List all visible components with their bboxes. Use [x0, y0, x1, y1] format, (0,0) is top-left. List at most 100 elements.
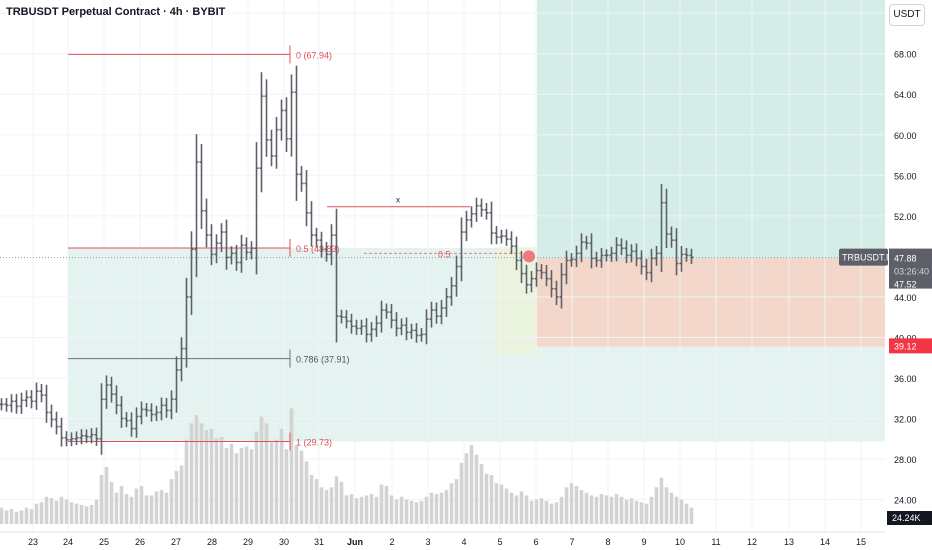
- ohlc-bar: [194, 134, 199, 278]
- chart-title: TRBUSDT Perpetual Contract · 4h · BYBIT: [6, 6, 226, 18]
- ohlc-bar: [244, 237, 249, 261]
- volume-bar: [654, 487, 659, 524]
- price-tick-label: 68.00: [894, 50, 917, 60]
- volume-bar: [539, 498, 544, 524]
- ohlc-bar: [464, 210, 469, 242]
- volume-bar: [359, 496, 364, 524]
- price-tick-label: 44.00: [894, 293, 917, 303]
- ohlc-bar: [639, 250, 644, 275]
- level-label: 0.5: [438, 249, 451, 259]
- currency-button[interactable]: USDT: [889, 4, 925, 26]
- price-tick-label: 24.00: [894, 496, 917, 506]
- ohlc-bar: [139, 401, 144, 425]
- volume-bar: [344, 495, 349, 524]
- volume-bar: [594, 496, 599, 524]
- ohlc-bar: [514, 236, 519, 271]
- volume-bar: [374, 496, 379, 524]
- volume-bar: [484, 473, 489, 524]
- fib-level-label: 0.786 (37.91): [296, 355, 350, 365]
- ohlc-bar: [224, 219, 229, 270]
- ohlc-bar: [374, 315, 379, 337]
- ohlc-bar: [494, 225, 499, 245]
- volume-bar: [309, 475, 314, 524]
- ohlc-bar: [659, 183, 664, 273]
- volume-bar: [189, 423, 194, 524]
- ohlc-bar: [124, 411, 129, 428]
- time-tick-label: 9: [641, 537, 646, 547]
- symbol-tag: [839, 248, 888, 266]
- volume-bar: [89, 504, 94, 524]
- volume-bar: [304, 461, 309, 524]
- volume-bar: [494, 483, 499, 524]
- volume-bar: [334, 476, 339, 524]
- ohlc-bar: [644, 258, 649, 281]
- volume-bar: [94, 499, 99, 524]
- entry-marker[interactable]: [523, 250, 535, 263]
- time-tick-label: 2: [389, 537, 394, 547]
- ohlc-bar: [369, 321, 374, 342]
- ohlc-bar: [69, 432, 74, 447]
- volume-bar: [504, 488, 509, 524]
- volume-bar: [239, 447, 244, 524]
- volume-bar: [514, 495, 519, 524]
- ohlc-bar: [104, 375, 109, 409]
- volume-bar: [294, 445, 299, 524]
- symbol-tag-label: TRBUSDT.P: [842, 253, 892, 263]
- volume-bar: [124, 494, 129, 524]
- ohlc-bar: [394, 312, 399, 337]
- volume-bar: [584, 492, 589, 524]
- ohlc-bar: [674, 228, 679, 276]
- volume-bar: [219, 436, 224, 524]
- ohlc-bar: [379, 300, 384, 333]
- volume-bar: [109, 481, 114, 524]
- ohlc-bar: [54, 411, 59, 435]
- volume-bar: [209, 428, 214, 524]
- volume-bar: [264, 423, 269, 524]
- ohlc-bar: [169, 390, 174, 420]
- volume-bar: [319, 487, 324, 524]
- volume-bar: [564, 487, 569, 524]
- volume-bar: [169, 479, 174, 524]
- volume-bar: [599, 494, 604, 524]
- volume-bar: [549, 503, 554, 524]
- volume-bar: [144, 495, 149, 524]
- ohlc-bar: [669, 226, 674, 248]
- volume-bar: [254, 431, 259, 524]
- ohlc-bar: [74, 431, 79, 446]
- volume-bar: [129, 496, 134, 524]
- ohlc-bar: [109, 376, 114, 403]
- time-tick-label: 7: [569, 537, 574, 547]
- ohlc-bar: [389, 304, 394, 329]
- last-price-tag: [889, 248, 932, 289]
- ohlc-bar: [79, 429, 84, 445]
- volume-bar: [329, 487, 334, 524]
- ohlc-bar: [634, 243, 639, 267]
- volume-bar: [554, 502, 559, 524]
- volume-bar: [674, 496, 679, 524]
- ohlc-bar: [269, 129, 274, 167]
- ohlc-bar: [614, 237, 619, 262]
- ohlc-bar: [264, 79, 269, 157]
- ohlc-bar: [99, 383, 104, 455]
- volume-bar: [0, 507, 4, 524]
- ohlc-bar: [49, 404, 54, 428]
- volume-bar: [79, 504, 84, 524]
- ohlc-bar: [199, 143, 204, 230]
- volume-bar: [589, 495, 594, 524]
- volume-bar: [164, 492, 169, 524]
- ohlc-bar: [9, 394, 14, 413]
- time-tick-label: 3: [425, 537, 430, 547]
- ohlc-bar: [144, 403, 149, 417]
- ohlc-bar: [319, 231, 324, 258]
- volume-bar: [394, 499, 399, 524]
- price-tick-label: 36.00: [894, 374, 917, 384]
- ohlc-bar: [429, 301, 434, 328]
- volume-bar: [149, 495, 154, 524]
- ohlc-bar: [579, 233, 584, 263]
- ohlc-bar: [654, 245, 659, 266]
- stop-price-tag: [889, 338, 932, 354]
- ohlc-bar: [534, 262, 539, 287]
- mark-price-label: 47.52: [894, 280, 917, 290]
